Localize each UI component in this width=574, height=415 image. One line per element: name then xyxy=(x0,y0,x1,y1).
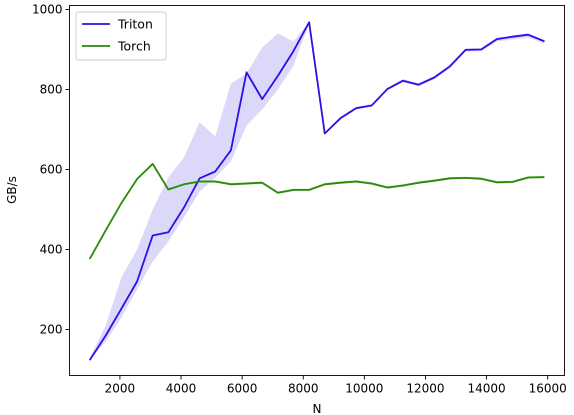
series-lines xyxy=(89,21,545,361)
x-tick-label: 12000 xyxy=(406,382,444,396)
x-tick-label: 6000 xyxy=(227,382,258,396)
x-tick-label: 2000 xyxy=(105,382,136,396)
triton-line xyxy=(89,21,545,361)
x-axis-ticks: 2000 4000 6000 8000 10000 12000 14000 16000 xyxy=(105,375,567,396)
y-axis-label: GB/s xyxy=(5,176,19,204)
x-tick-label: 10000 xyxy=(345,382,383,396)
x-axis-label: N xyxy=(313,402,322,415)
y-tick-label: 1000 xyxy=(32,3,63,17)
x-tick-label: 16000 xyxy=(529,382,567,396)
legend-label-triton: Triton xyxy=(117,17,153,32)
plot-frame xyxy=(69,5,565,376)
confidence-bands xyxy=(90,21,544,360)
y-tick-label: 800 xyxy=(40,83,63,97)
x-tick-label: 4000 xyxy=(166,382,197,396)
x-tick-label: 14000 xyxy=(467,382,505,396)
x-tick-label: 8000 xyxy=(288,382,319,396)
y-tick-label: 600 xyxy=(40,163,63,177)
triton-band xyxy=(90,21,544,360)
y-tick-label: 200 xyxy=(40,323,63,337)
y-tick-label: 400 xyxy=(40,243,63,257)
torch-line xyxy=(89,162,545,260)
legend: Triton Torch xyxy=(75,11,167,61)
y-axis-ticks: 200 400 600 800 1000 xyxy=(32,3,70,337)
legend-label-torch: Torch xyxy=(117,39,151,54)
